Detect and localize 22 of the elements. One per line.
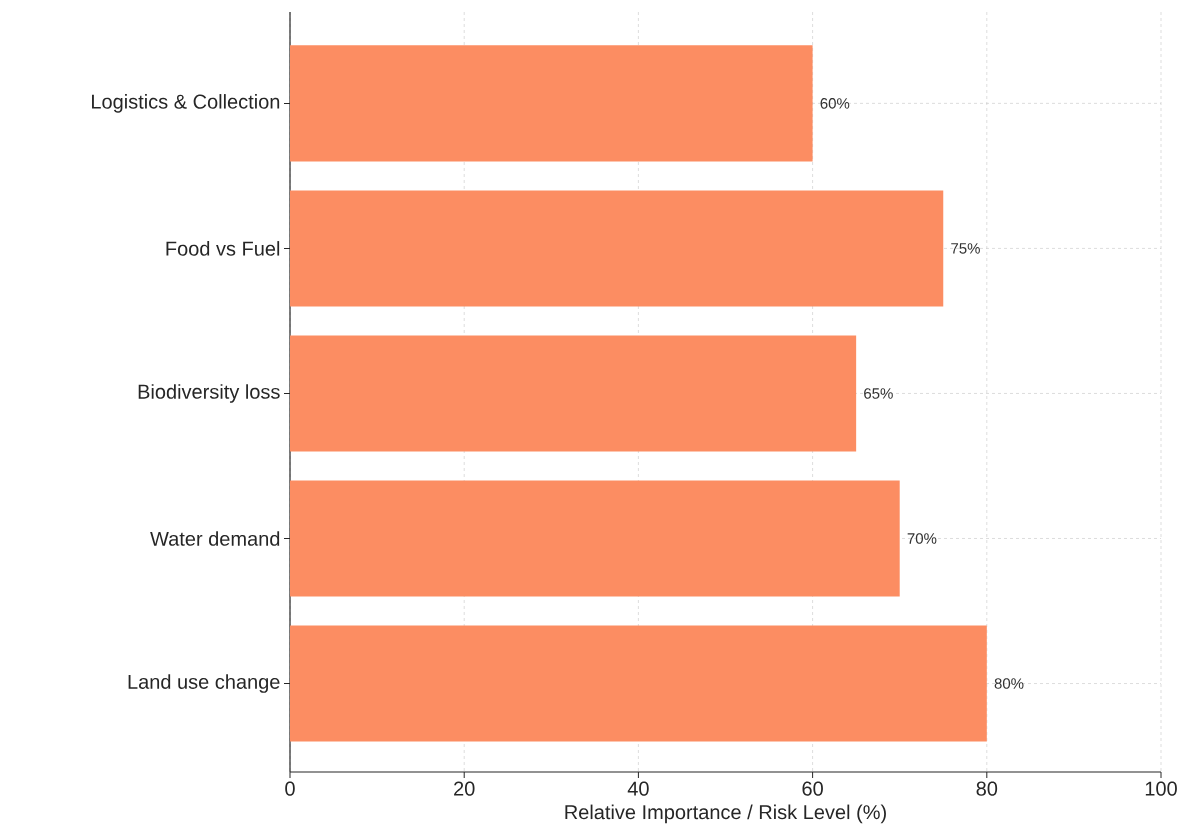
x-tick-label: 0 — [285, 781, 295, 796]
data-label: 65% — [864, 388, 893, 399]
bar — [290, 625, 987, 742]
bar — [290, 190, 944, 307]
bar — [290, 45, 813, 162]
x-tick-label: 80 — [976, 781, 998, 796]
y-tick-label: Land use change — [128, 674, 280, 693]
x-tick-label: 60 — [802, 781, 823, 796]
y-tick-label: Water demand — [150, 531, 280, 546]
x-tick-label: 100 — [1145, 781, 1177, 796]
bar — [290, 335, 857, 452]
y-tick-label: Logistics & Collection — [92, 94, 280, 113]
data-label: 70% — [907, 533, 937, 544]
data-label: 60% — [820, 98, 850, 109]
data-label: 80% — [994, 678, 1024, 689]
x-tick-label: 20 — [454, 781, 475, 796]
bar — [290, 480, 900, 597]
y-tick-label: Food vs Fuel — [166, 241, 280, 256]
x-tick-label: 40 — [627, 781, 649, 796]
data-label: 75% — [951, 243, 980, 254]
y-tick-label: Biodiversity loss — [138, 384, 280, 403]
x-axis-title: Relative Importance / Risk Level (%) — [565, 804, 886, 824]
